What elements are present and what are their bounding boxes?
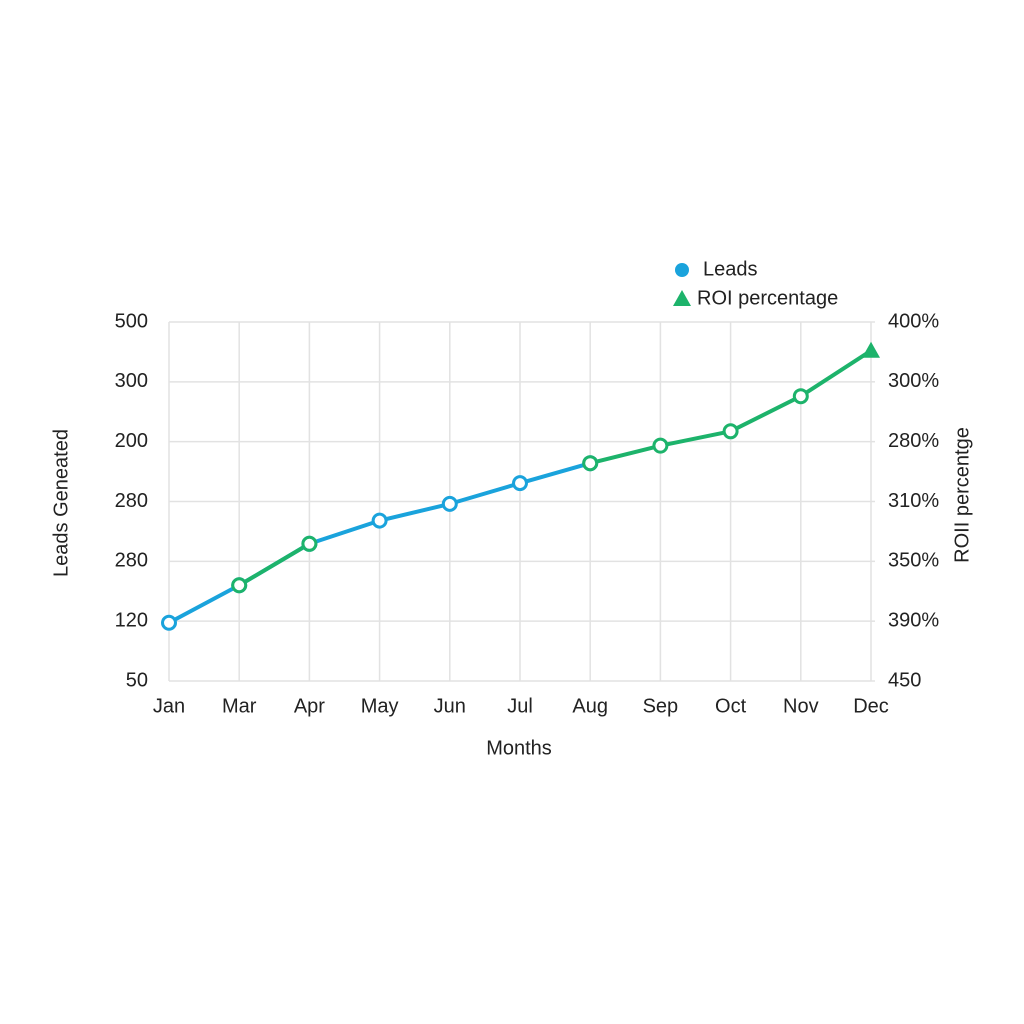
legend-label: ROI percentage <box>697 287 838 309</box>
x-tick-label: Jun <box>434 695 466 717</box>
y2-tick-label: 400% <box>888 310 939 332</box>
x-tick-label: Jan <box>153 695 185 717</box>
marker <box>512 475 528 492</box>
y-tick-label: 500 <box>115 310 148 332</box>
marker <box>441 495 458 512</box>
y-tick-label: 280 <box>115 550 148 572</box>
marker <box>301 535 318 552</box>
x-tick-label: Sep <box>643 695 679 717</box>
y-tick-label: 50 <box>126 669 148 691</box>
line <box>238 349 873 587</box>
x-tick-label: Dec <box>853 695 889 717</box>
y2-tick-label: 390% <box>888 609 939 631</box>
marker <box>862 341 880 358</box>
marker <box>652 437 669 454</box>
y2-tick-label: 300% <box>888 370 939 392</box>
legend-label: Leads <box>703 258 758 280</box>
y2-axis-title: ROII percentge <box>951 427 973 563</box>
x-tick-label: Aug <box>572 695 608 717</box>
y2-tick-label: 450 <box>888 669 921 691</box>
marker <box>722 423 739 440</box>
marker <box>231 577 248 594</box>
y2-tick-label: 310% <box>888 490 939 512</box>
y2-tick-label: 350% <box>888 550 939 572</box>
marker <box>371 512 388 529</box>
y2-tick-label: 280% <box>888 430 939 452</box>
marker <box>582 455 599 472</box>
y-tick-label: 280 <box>115 490 148 512</box>
y-tick-label: 300 <box>115 370 148 392</box>
x-tick-label: Apr <box>294 695 325 717</box>
x-tick-label: Oct <box>715 695 747 717</box>
y-tick-label: 120 <box>115 609 148 631</box>
x-axis-title: Months <box>486 737 552 759</box>
marker <box>161 614 177 631</box>
y-tick-label: 200 <box>115 430 148 452</box>
x-tick-label: Nov <box>783 695 819 717</box>
x-tick-label: Jul <box>507 695 533 717</box>
x-tick-label: Mar <box>222 695 257 717</box>
y-axis-title: Leads Geneated <box>50 429 72 577</box>
legend-marker <box>673 290 691 306</box>
marker <box>792 388 809 405</box>
x-tick-label: May <box>361 695 399 717</box>
legend-marker <box>675 263 689 277</box>
